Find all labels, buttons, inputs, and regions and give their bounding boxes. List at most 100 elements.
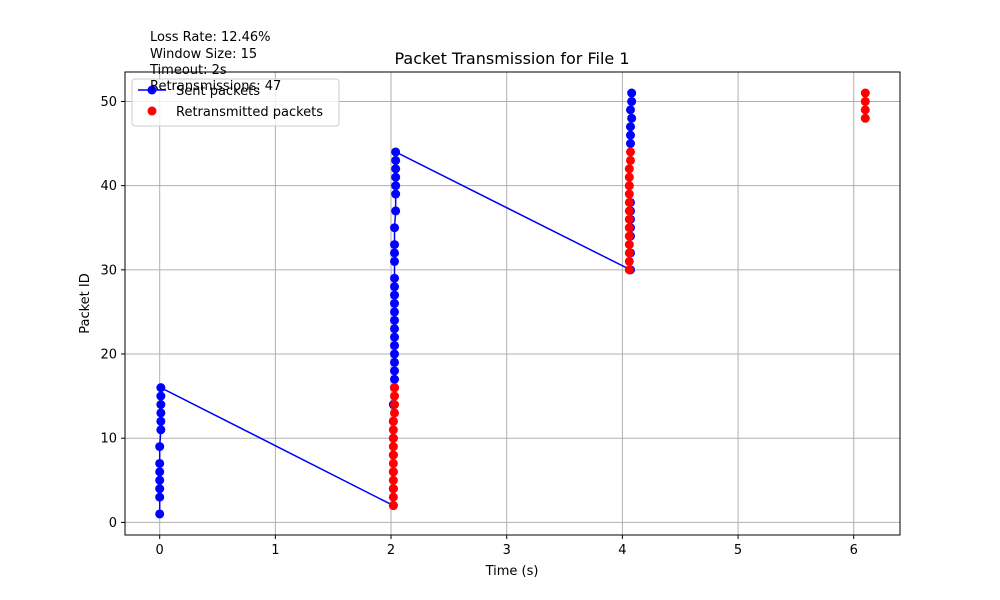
sent-packet-point <box>391 181 401 191</box>
sent-packet-point <box>156 416 166 426</box>
retransmitted-packet-point <box>388 501 398 511</box>
retransmitted-packet-point <box>388 458 398 468</box>
retransmitted-packet-point <box>388 492 398 502</box>
retransmitted-packet-point <box>388 450 398 460</box>
y-tick-label: 50 <box>100 95 117 110</box>
legend-box <box>131 78 340 127</box>
legend-retransmitted-label: Retransmitted packets <box>176 105 323 120</box>
retransmitted-packet-point <box>624 206 634 216</box>
sent-packet-point <box>625 130 635 140</box>
retransmitted-packet-point <box>390 391 400 401</box>
series-layer <box>155 88 870 519</box>
retransmitted-packet-point <box>388 484 398 494</box>
sent-packet-point <box>156 408 166 418</box>
y-tick-label: 40 <box>100 179 117 194</box>
y-axis-label: Packet ID <box>78 273 93 334</box>
sent-packet-point <box>625 122 635 132</box>
sent-packet-point <box>390 299 400 308</box>
sent-packet-point <box>390 248 400 258</box>
retransmitted-packet-point <box>624 197 634 207</box>
retransmitted-packet-point <box>388 433 398 443</box>
sent-packet-point <box>627 88 637 98</box>
sent-packet-point <box>391 164 401 174</box>
sent-packet-point <box>391 155 401 165</box>
sent-packet-point <box>625 139 635 149</box>
retransmitted-packet-point <box>624 223 634 233</box>
sent-packet-point <box>155 467 165 477</box>
retransmitted-packet-point <box>390 383 400 393</box>
sent-packet-point <box>390 273 400 283</box>
sent-packet-point <box>390 324 400 334</box>
sent-packet-point <box>391 206 401 216</box>
retransmitted-packet-point <box>388 425 398 435</box>
sent-packet-point <box>156 400 166 410</box>
retransmitted-packet-point <box>624 214 634 224</box>
sent-packet-point <box>627 96 637 106</box>
retransmitted-packet-point <box>624 248 634 258</box>
retransmitted-packet-point <box>624 256 634 266</box>
sent-packet-point <box>156 383 166 393</box>
window-size-text: Window Size: 15 <box>150 47 257 62</box>
sent-packet-point <box>627 113 637 123</box>
sent-packet-point <box>155 492 165 502</box>
sent-packet-point <box>390 223 400 233</box>
sent-packet-point <box>390 282 400 292</box>
sent-packet-point <box>390 315 400 325</box>
y-tick-label: 0 <box>109 516 117 531</box>
sent-packet-point <box>155 509 165 519</box>
x-tick-label: 2 <box>387 543 395 558</box>
sent-packet-point <box>390 307 400 317</box>
sent-packet-point <box>390 374 400 384</box>
sent-packet-point <box>155 475 165 485</box>
legend-retransmitted-marker <box>147 106 157 116</box>
chart-title: Packet Transmission for File 1 <box>395 49 630 68</box>
retransmitted-packet-point <box>625 155 635 165</box>
retransmitted-packet-point <box>624 181 634 191</box>
retransmitted-packet-point <box>860 113 870 123</box>
sent-packet-point <box>390 341 400 351</box>
retransmitted-packet-point <box>390 408 400 418</box>
loss-rate-text: Loss Rate: 12.46% <box>150 30 271 45</box>
plot-frame <box>124 71 901 536</box>
sent-packet-point <box>391 172 401 182</box>
legend-sent-label: Sent packets <box>176 84 260 99</box>
sent-packet-point <box>625 105 635 115</box>
y-tick-label: 20 <box>100 348 117 363</box>
x-tick-label: 1 <box>271 543 279 558</box>
y-tick-label: 30 <box>100 263 117 278</box>
sent-packet-point <box>390 240 400 250</box>
retransmitted-packet-point <box>388 467 398 477</box>
sent-packet-point <box>391 147 401 157</box>
x-tick-label: 6 <box>850 543 858 558</box>
x-axis-label: Time (s) <box>485 564 539 579</box>
retransmitted-packet-point <box>388 442 398 452</box>
timeout-text: Timeout: 2s <box>149 63 227 78</box>
sent-packet-point <box>390 366 400 376</box>
retransmitted-packet-point <box>860 96 870 106</box>
sent-packet-point <box>390 332 400 342</box>
series-retransmitted-packets <box>388 88 870 511</box>
retransmitted-packet-point <box>625 147 635 157</box>
x-tick-label: 4 <box>618 543 626 558</box>
retransmitted-packet-point <box>624 265 634 275</box>
stats-annotation: Loss Rate: 12.46% Window Size: 15 Timeou… <box>149 30 281 94</box>
retransmitted-packet-point <box>390 400 400 410</box>
sent-packet-point <box>155 442 165 452</box>
sent-packet-point <box>391 189 401 199</box>
x-tick-label: 5 <box>734 543 742 558</box>
retransmitted-packet-point <box>624 172 634 182</box>
sent-packet-point <box>156 391 166 401</box>
retransmitted-packet-point <box>388 416 398 426</box>
sent-packet-point <box>156 425 166 435</box>
axis-ticks: 0 1 2 3 4 5 6 0 10 20 30 40 50 <box>100 95 857 558</box>
sent-packet-point <box>390 290 400 300</box>
retransmissions-text: Retransmissions: 47 <box>150 79 281 94</box>
retransmitted-packet-point <box>624 231 634 241</box>
retransmitted-packet-point <box>624 189 634 199</box>
y-tick-label: 10 <box>100 432 117 447</box>
x-tick-label: 0 <box>156 543 164 558</box>
retransmitted-packet-point <box>388 475 398 485</box>
sent-packet-point <box>390 357 400 367</box>
sent-packet-point <box>155 458 165 468</box>
